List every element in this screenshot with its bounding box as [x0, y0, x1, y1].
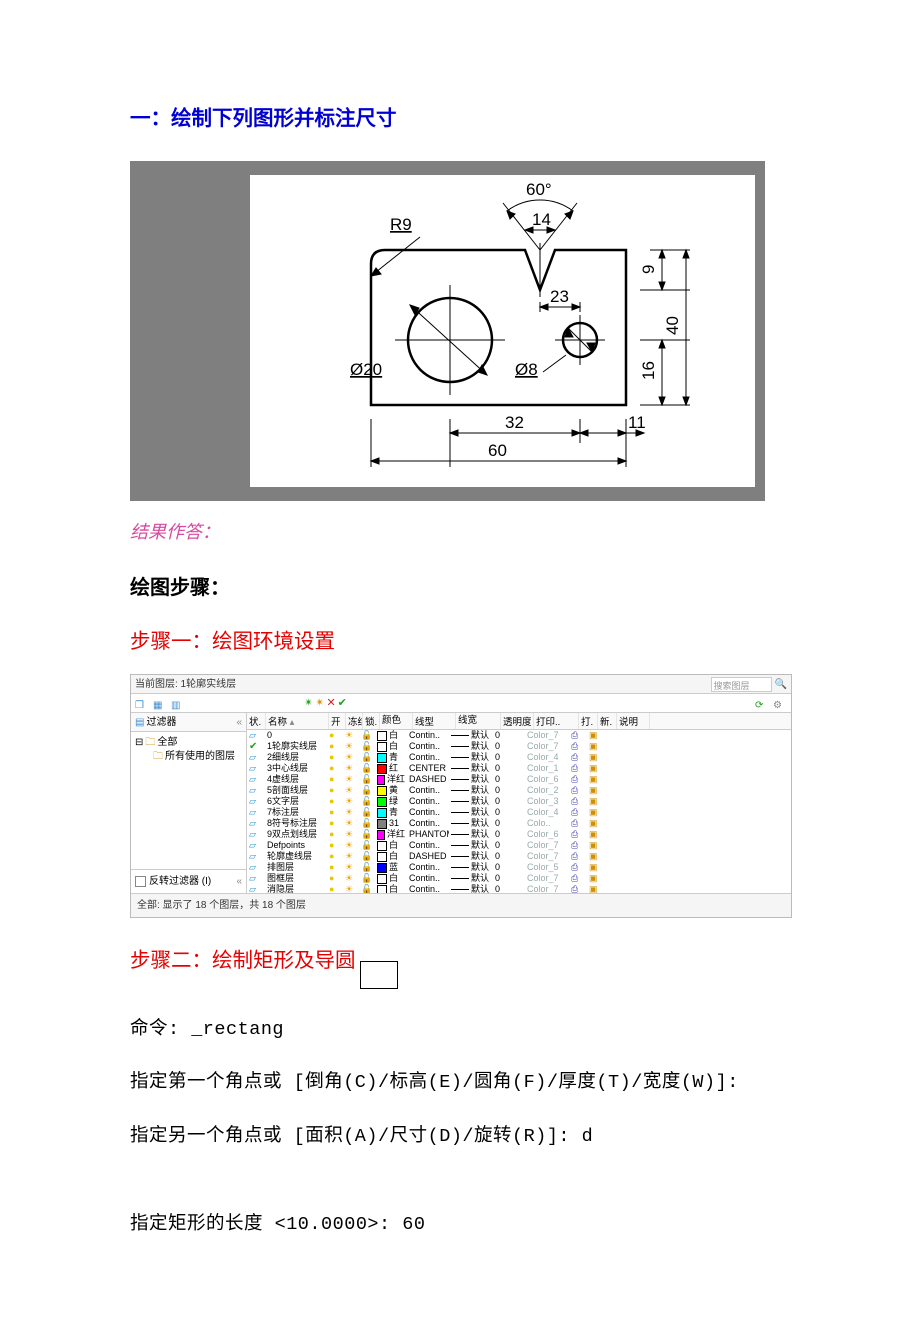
- layer-row[interactable]: ▱Defpoints●☀🔓白Contin..默认0Color_7⎙▣: [247, 840, 791, 851]
- dim-angle: 60°: [526, 180, 552, 199]
- filter-tree[interactable]: ⊟🗀全部 🗀所有使用的图层: [131, 732, 246, 869]
- layer-row[interactable]: ✔1轮廓实线层●☀🔓白Contin..默认0Color_7⎙▣: [247, 741, 791, 752]
- toolbar-action-icon[interactable]: ✔: [338, 693, 347, 714]
- document-title: 一：绘制下列图形并标注尺寸: [130, 100, 790, 139]
- new-layer-icon[interactable]: ❐: [135, 696, 149, 710]
- dim-32: 32: [505, 413, 524, 432]
- layer-manager-panel: 当前图层: 1轮廓实线层 搜索图层 🔍 ❐ ▦ ▥ ✴✴✕✔ ⟳ ⚙ ▤过滤器 …: [130, 674, 792, 918]
- invert-filter-checkbox[interactable]: 反转过滤器 (I) «: [131, 869, 246, 893]
- cad-drawing-area: 60° 14 R9 Ø20 Ø8 23 9 40 16 32 11 60: [250, 175, 755, 487]
- dim-23: 23: [550, 287, 569, 306]
- result-label: 结果作答：: [130, 515, 790, 549]
- layer-row[interactable]: ▱4虚线层●☀🔓洋红DASHED默认0Color_6⎙▣: [247, 774, 791, 785]
- technical-drawing-svg: 60° 14 R9 Ø20 Ø8 23 9 40 16 32 11 60: [250, 175, 755, 487]
- layer-row[interactable]: ▱8符号标注层●☀🔓31Contin..默认0Colo..⎙▣: [247, 818, 791, 829]
- current-layer-label: 当前图层: 1轮廓实线层: [135, 675, 711, 694]
- layer-row[interactable]: ▱5剖面线层●☀🔓黄Contin..默认0Color_2⎙▣: [247, 785, 791, 796]
- toolbar-action-icon[interactable]: ✴: [315, 693, 324, 714]
- dim-40: 40: [663, 316, 682, 335]
- toolbar-action-icon[interactable]: ✕: [326, 693, 335, 714]
- dim-radius: R9: [390, 215, 412, 234]
- step1-heading: 步骤一：绘图环境设置: [130, 623, 790, 662]
- layer-grid-header: 状. 名称 ▴ 开 冻结 锁. 颜色 线型 线宽 透明度 打印.. 打. 新. …: [247, 713, 791, 730]
- layer-row[interactable]: ▱轮廓虚线层●☀🔓白DASHED默认0Color_7⎙▣: [247, 851, 791, 862]
- step2-heading: 步骤二：绘制矩形及导圆: [130, 942, 356, 981]
- step2-icon-placeholder: [360, 961, 398, 989]
- command-line-1: 命令: _rectang: [130, 1013, 790, 1046]
- layer-row[interactable]: ▱0●☀🔓白Contin..默认0Color_7⎙▣: [247, 730, 791, 741]
- layer-row[interactable]: ▱7标注层●☀🔓青Contin..默认0Color_4⎙▣: [247, 807, 791, 818]
- toolbar-action-icon[interactable]: ✴: [304, 693, 313, 714]
- layer-row[interactable]: ▱2细线层●☀🔓青Contin..默认0Color_4⎙▣: [247, 752, 791, 763]
- dim-phi-small: Ø8: [515, 360, 538, 379]
- dim-11: 11: [628, 413, 646, 432]
- layer-row[interactable]: ▱9双点划线层●☀🔓洋红PHANTOM默认0Color_6⎙▣: [247, 829, 791, 840]
- dim-60: 60: [488, 441, 507, 460]
- layer-grid[interactable]: 状. 名称 ▴ 开 冻结 锁. 颜色 线型 线宽 透明度 打印.. 打. 新. …: [247, 713, 791, 893]
- layer-row[interactable]: ▱排图层●☀🔓蓝Contin..默认0Color_5⎙▣: [247, 862, 791, 873]
- layer-search-input[interactable]: 搜索图层: [711, 677, 772, 692]
- steps-heading: 绘图步骤：: [130, 569, 790, 607]
- layer-filter-icon[interactable]: ▥: [171, 696, 185, 710]
- layer-panel-topbar: 当前图层: 1轮廓实线层 搜索图层 🔍: [131, 675, 791, 694]
- dim-9: 9: [639, 264, 658, 273]
- refresh-icon[interactable]: ⟳: [755, 696, 769, 710]
- layer-row[interactable]: ▱图框层●☀🔓白Contin..默认0Color_7⎙▣: [247, 873, 791, 884]
- filter-header: ▤过滤器 «: [131, 713, 246, 732]
- command-line-2: 指定第一个角点或 [倒角(C)/标高(E)/圆角(F)/厚度(T)/宽度(W)]…: [130, 1066, 790, 1099]
- collapse-icon[interactable]: «: [236, 713, 242, 732]
- dim-16: 16: [639, 361, 658, 380]
- layer-row[interactable]: ▱3中心线层●☀🔓红CENTER默认0Color_1⎙▣: [247, 763, 791, 774]
- layer-row[interactable]: ▱6文字层●☀🔓绿Contin..默认0Color_3⎙▣: [247, 796, 791, 807]
- dim-top: 14: [532, 210, 551, 229]
- settings-icon[interactable]: ⚙: [773, 696, 787, 710]
- filter-tree-sidebar: ▤过滤器 « ⊟🗀全部 🗀所有使用的图层 反转过滤器 (I) «: [131, 713, 247, 893]
- search-icon[interactable]: 🔍: [775, 675, 787, 694]
- layer-panel-toolbar: ❐ ▦ ▥ ✴✴✕✔ ⟳ ⚙: [131, 694, 791, 713]
- layer-row[interactable]: ▱消隐层●☀🔓白Contin..默认0Color_7⎙▣: [247, 884, 791, 893]
- dim-phi-large: Ø20: [350, 360, 382, 379]
- command-line-3: 指定另一个角点或 [面积(A)/尺寸(D)/旋转(R)]: d: [130, 1120, 790, 1153]
- layer-states-icon[interactable]: ▦: [153, 696, 167, 710]
- command-line-4: 指定矩形的长度 <10.0000>: 60: [130, 1208, 790, 1241]
- layer-panel-footer: 全部: 显示了 18 个图层，共 18 个图层: [131, 893, 791, 917]
- cad-figure: 60° 14 R9 Ø20 Ø8 23 9 40 16 32 11 60: [130, 161, 765, 501]
